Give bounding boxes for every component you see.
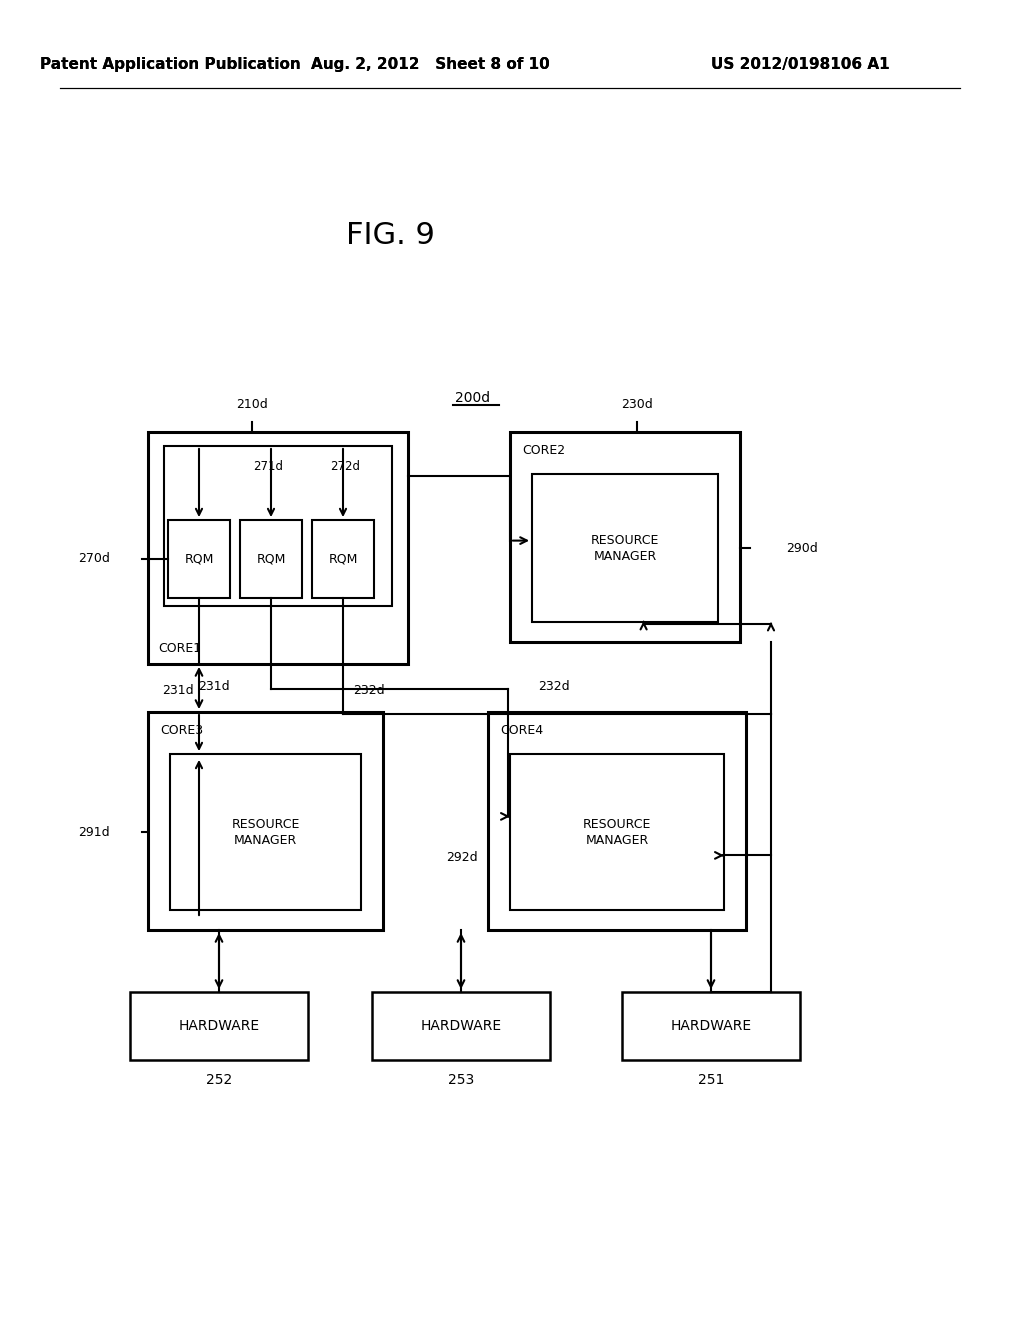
Text: 290d: 290d <box>786 541 818 554</box>
Text: CORE3: CORE3 <box>160 723 203 737</box>
Text: 252: 252 <box>206 1073 232 1086</box>
Text: 210d: 210d <box>237 397 268 411</box>
Text: FIG. 9: FIG. 9 <box>345 220 434 249</box>
Text: 231d: 231d <box>163 684 194 697</box>
Bar <box>130 993 308 1060</box>
Bar <box>532 474 718 622</box>
Bar <box>148 711 383 931</box>
Text: 292d: 292d <box>446 851 478 865</box>
Text: 232d: 232d <box>353 684 385 697</box>
Bar <box>510 754 724 909</box>
Text: RQM: RQM <box>329 553 357 565</box>
Text: CORE2: CORE2 <box>522 444 565 457</box>
Text: 270d: 270d <box>78 553 110 565</box>
Text: RQM: RQM <box>256 553 286 565</box>
Text: Aug. 2, 2012   Sheet 8 of 10: Aug. 2, 2012 Sheet 8 of 10 <box>310 58 549 73</box>
Text: CORE4: CORE4 <box>500 723 543 737</box>
Bar <box>372 993 550 1060</box>
Bar <box>148 432 408 664</box>
Text: 251: 251 <box>697 1073 724 1086</box>
Text: 232d: 232d <box>538 681 569 693</box>
Text: 291d: 291d <box>79 825 110 838</box>
Bar <box>488 711 746 931</box>
Text: US 2012/0198106 A1: US 2012/0198106 A1 <box>711 58 889 73</box>
Text: 230d: 230d <box>621 397 652 411</box>
Text: 271d: 271d <box>253 459 283 473</box>
Bar <box>510 432 740 642</box>
Bar <box>312 520 374 598</box>
Text: 200d: 200d <box>455 391 490 405</box>
Bar <box>168 520 230 598</box>
Text: RESOURCE
MANAGER: RESOURCE MANAGER <box>591 533 659 562</box>
Text: 253: 253 <box>447 1073 474 1086</box>
Bar <box>170 754 361 909</box>
Text: Aug. 2, 2012   Sheet 8 of 10: Aug. 2, 2012 Sheet 8 of 10 <box>310 58 549 73</box>
Text: US 2012/0198106 A1: US 2012/0198106 A1 <box>711 58 889 73</box>
Bar <box>164 446 392 606</box>
Text: RESOURCE
MANAGER: RESOURCE MANAGER <box>583 817 651 846</box>
Text: HARDWARE: HARDWARE <box>178 1019 259 1034</box>
Text: 272d: 272d <box>330 459 360 473</box>
Text: Patent Application Publication: Patent Application Publication <box>40 58 300 73</box>
Text: RESOURCE
MANAGER: RESOURCE MANAGER <box>231 817 300 846</box>
Text: Patent Application Publication: Patent Application Publication <box>40 58 300 73</box>
Bar <box>240 520 302 598</box>
Text: HARDWARE: HARDWARE <box>421 1019 502 1034</box>
Text: HARDWARE: HARDWARE <box>671 1019 752 1034</box>
Text: RQM: RQM <box>184 553 214 565</box>
Text: 231d: 231d <box>198 681 229 693</box>
Text: CORE1: CORE1 <box>158 642 201 655</box>
Bar <box>622 993 800 1060</box>
